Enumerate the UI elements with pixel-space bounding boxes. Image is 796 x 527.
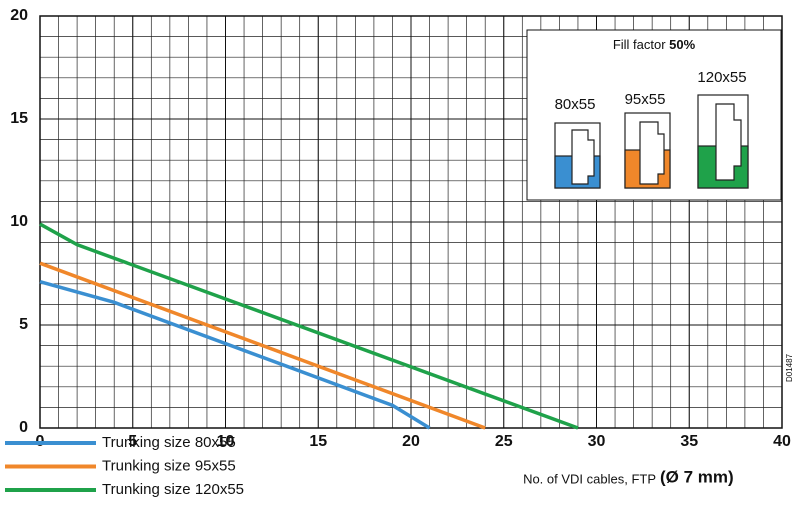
x-tick-label: 20 — [402, 433, 420, 450]
grid — [39, 15, 783, 429]
y-tick-label: 5 — [19, 316, 28, 333]
inset-title: Fill factor 50% — [613, 37, 696, 52]
series-line — [39, 222, 579, 430]
y-tick-label: 0 — [19, 419, 28, 436]
legend-label: Trunking size 80x55 — [102, 434, 236, 451]
inset-label: 80x55 — [555, 96, 596, 113]
x-tick-label: 25 — [495, 433, 513, 450]
inset: Fill factor 50% 80x55 95x55 120x55 — [526, 29, 782, 201]
y-tick-label: 20 — [10, 7, 28, 24]
legend-label: Trunking size 95x55 — [102, 457, 236, 474]
x-tick-label: 30 — [588, 433, 606, 450]
x-tick-label: 35 — [680, 433, 698, 450]
inset-label: 120x55 — [697, 69, 746, 86]
x-tick-label: 15 — [309, 433, 327, 450]
code: D01487 — [785, 353, 794, 382]
x-axis-label: No. of VDI cables, FTP — [523, 471, 656, 486]
trunking-icon — [554, 94, 749, 189]
y-tick-label: 10 — [10, 213, 28, 230]
x-tick-label: 10 — [217, 433, 235, 450]
legend-label: Trunking size 120x55 — [102, 481, 244, 498]
inset-label: 95x55 — [625, 91, 666, 108]
x-axis-label-bold: (Ø 7 mm) — [660, 467, 734, 486]
y-tick-label: 15 — [10, 110, 28, 127]
x-tick-label: 5 — [128, 433, 137, 450]
series-line — [39, 280, 431, 430]
x-tick-label: 40 — [773, 433, 791, 450]
series-line — [39, 261, 486, 430]
